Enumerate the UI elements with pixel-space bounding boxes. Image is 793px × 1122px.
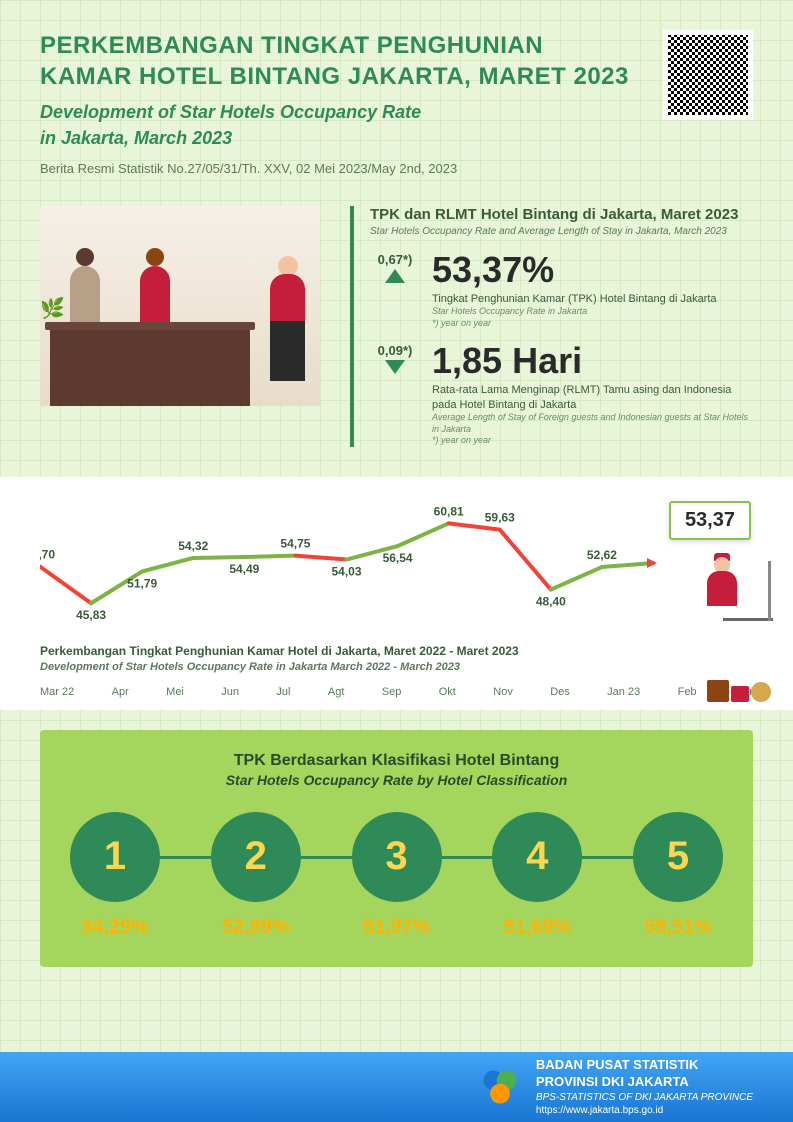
- footer-org-line2: PROVINSI DKI JAKARTA: [536, 1074, 753, 1091]
- star-circle: 3: [352, 812, 442, 902]
- occupancy-line-chart: 52,70 45,83 51,79 54,32 54,49 54,75 54,03 56,54…: [40, 495, 753, 635]
- star-circle-value: 34,29%: [81, 916, 149, 939]
- kpi-desc-en: Average Length of Stay of Foreign guests…: [432, 412, 753, 435]
- kpi-delta-value: 0,67*): [378, 252, 413, 267]
- chart-callout: 53,37: [669, 501, 751, 540]
- star-circle-item: 5 59,51%: [633, 812, 723, 939]
- star-circle-item: 4 51,69%: [492, 812, 582, 939]
- chart-month-axis: Mar 22 Apr Mei Jun Jul Agt Sep Okt Nov Des Jan 23 F…: [40, 686, 753, 698]
- svg-text:54,32: 54,32: [178, 539, 208, 553]
- kpi-section: TPK dan RLMT Hotel Bintang di Jakarta, M…: [0, 186, 793, 467]
- star-circle-item: 3 51,97%: [352, 812, 442, 939]
- kpi-note: *) year on year: [432, 435, 753, 447]
- star-circle-value: 51,97%: [363, 916, 431, 939]
- star-circle-item: 2 52,89%: [211, 812, 301, 939]
- bags-illustration: [707, 676, 777, 702]
- kpi-delta-value: 0,09*): [378, 343, 413, 358]
- month-label: Okt: [439, 686, 456, 698]
- month-label: Feb: [678, 686, 697, 698]
- svg-text:54,75: 54,75: [280, 537, 310, 551]
- svg-text:56,54: 56,54: [383, 551, 413, 565]
- star-circle-item: 1 34,29%: [70, 812, 160, 939]
- chart-caption-id: Perkembangan Tingkat Penghunian Kamar Ho…: [40, 644, 753, 660]
- kpi-value-occupancy: 53,37%: [432, 252, 753, 288]
- footer-text: BADAN PUSAT STATISTIK PROVINSI DKI JAKAR…: [536, 1057, 753, 1117]
- kpi-stat-stay: 0,09*) 1,85 Hari Rata-rata Lama Menginap…: [370, 343, 753, 447]
- kpi-desc-id: Rata-rata Lama Menginap (RLMT) Tamu asin…: [432, 383, 753, 412]
- star-circle: 5: [633, 812, 723, 902]
- month-label: Jan 23: [607, 686, 640, 698]
- svg-text:45,83: 45,83: [76, 608, 106, 622]
- month-label: Jun: [221, 686, 239, 698]
- month-label: Mar 22: [40, 686, 74, 698]
- chart-section: 52,70 45,83 51,79 54,32 54,49 54,75 54,03 56,54…: [0, 477, 793, 710]
- classification-panel: TPK Berdasarkan Klasifikasi Hotel Bintan…: [40, 730, 753, 967]
- svg-text:52,70: 52,70: [40, 548, 55, 562]
- title-main: PERKEMBANGAN TINGKAT PENGHUNIAN KAMAR HO…: [40, 30, 753, 92]
- footer-url: https://www.jakarta.bps.go.id: [536, 1104, 753, 1117]
- classification-title-id: TPK Berdasarkan Klasifikasi Hotel Bintan…: [70, 752, 723, 770]
- publication-info: Berita Resmi Statistik No.27/05/31/Th. X…: [40, 161, 753, 176]
- month-label: Jul: [276, 686, 290, 698]
- month-label: Nov: [493, 686, 513, 698]
- triangle-up-icon: [385, 269, 405, 283]
- kpi-block: TPK dan RLMT Hotel Bintang di Jakarta, M…: [350, 206, 753, 447]
- svg-text:48,40: 48,40: [536, 595, 566, 609]
- header: PERKEMBANGAN TINGKAT PENGHUNIAN KAMAR HO…: [0, 0, 793, 186]
- star-circle: 2: [211, 812, 301, 902]
- star-circle: 4: [492, 812, 582, 902]
- month-label: Apr: [112, 686, 129, 698]
- kpi-desc-id: Tingkat Penghunian Kamar (TPK) Hotel Bin…: [432, 292, 753, 306]
- month-label: Des: [550, 686, 570, 698]
- title-subtitle: Development of Star Hotels Occupancy Rat…: [40, 100, 753, 150]
- kpi-desc-en: Star Hotels Occupancy Rate in Jakarta: [432, 306, 753, 318]
- star-circle: 1: [70, 812, 160, 902]
- chart-caption-en: Development of Star Hotels Occupancy Rat…: [40, 660, 753, 674]
- footer-org-en: BPS-STATISTICS OF DKI JAKARTA PROVINCE: [536, 1091, 753, 1104]
- month-label: Sep: [382, 686, 402, 698]
- kpi-block-title-en: Star Hotels Occupancy Rate and Average L…: [370, 225, 753, 238]
- luggage-cart-illustration: [723, 577, 773, 627]
- kpi-block-title: TPK dan RLMT Hotel Bintang di Jakarta, M…: [370, 206, 753, 223]
- footer: BADAN PUSAT STATISTIK PROVINSI DKI JAKAR…: [0, 1052, 793, 1122]
- subtitle-line1: Development of Star Hotels Occupancy Rat…: [40, 102, 421, 122]
- kpi-note: *) year on year: [432, 318, 753, 330]
- svg-text:54,49: 54,49: [229, 562, 259, 576]
- svg-text:54,03: 54,03: [331, 565, 361, 579]
- svg-text:52,62: 52,62: [587, 548, 617, 562]
- triangle-down-icon: [385, 360, 405, 374]
- qr-code: [663, 30, 753, 120]
- svg-text:59,63: 59,63: [485, 511, 515, 525]
- month-label: Agt: [328, 686, 345, 698]
- svg-text:60,81: 60,81: [434, 504, 464, 518]
- title-line2: KAMAR HOTEL BINTANG JAKARTA, MARET 2023: [40, 63, 629, 90]
- bps-logo-icon: [478, 1065, 522, 1109]
- star-circle-value: 59,51%: [644, 916, 712, 939]
- kpi-value-stay: 1,85 Hari: [432, 343, 753, 379]
- month-label: Mei: [166, 686, 184, 698]
- classification-title-en: Star Hotels Occupancy Rate by Hotel Clas…: [70, 772, 723, 788]
- title-line1: PERKEMBANGAN TINGKAT PENGHUNIAN: [40, 32, 543, 59]
- star-circle-row: 1 34,29% 2 52,89% 3 51,97% 4 51,69% 5 59,51%: [70, 812, 723, 939]
- footer-org-line1: BADAN PUSAT STATISTIK: [536, 1057, 753, 1074]
- star-circle-value: 51,69%: [503, 916, 571, 939]
- kpi-delta: 0,09*): [370, 343, 420, 374]
- kpi-delta: 0,67*): [370, 252, 420, 283]
- kpi-stat-occupancy: 0,67*) 53,37% Tingkat Penghunian Kamar (…: [370, 252, 753, 330]
- hotel-reception-illustration: [40, 206, 320, 406]
- svg-text:51,79: 51,79: [127, 577, 157, 591]
- star-circle-value: 52,89%: [222, 916, 290, 939]
- subtitle-line2: in Jakarta, March 2023: [40, 128, 232, 148]
